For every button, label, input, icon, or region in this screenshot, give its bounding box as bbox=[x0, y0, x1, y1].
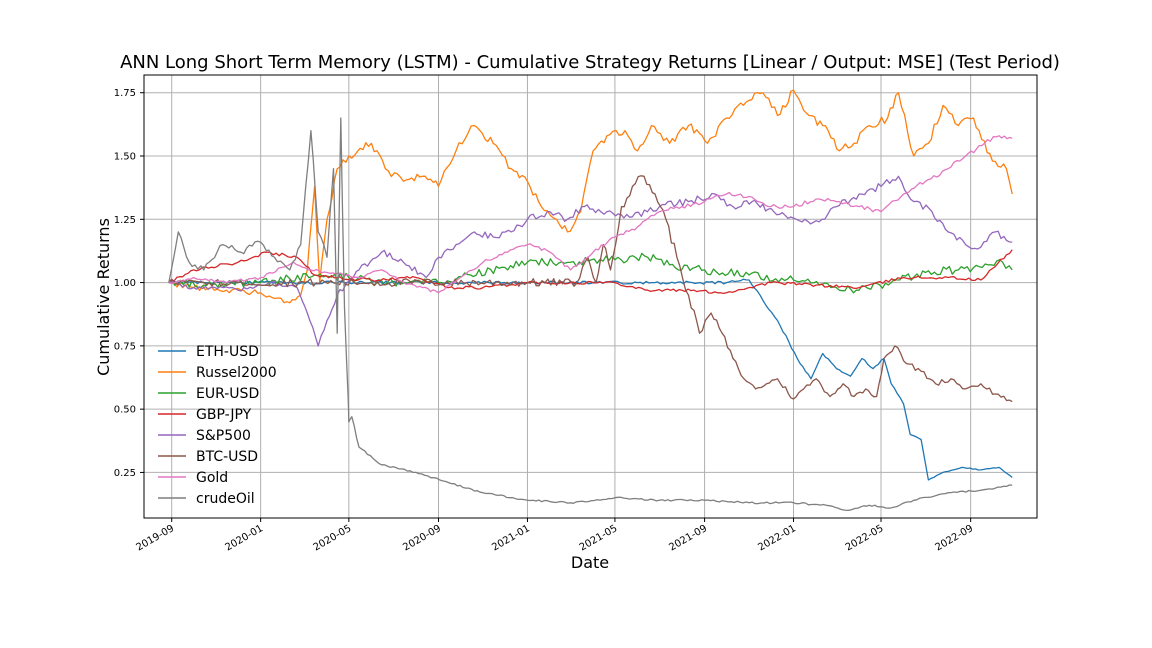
series-line-crudeoil bbox=[168, 117, 1013, 512]
legend-label: GBP-JPY bbox=[196, 407, 252, 423]
y-tick-label: 1.25 bbox=[114, 215, 136, 226]
grid-layer bbox=[144, 75, 1037, 518]
legend-label: S&P500 bbox=[196, 428, 251, 444]
y-tick-label: 1.75 bbox=[114, 88, 136, 99]
legend-label: ETH-USD bbox=[196, 344, 259, 360]
y-tick-label: 0.75 bbox=[114, 341, 136, 352]
y-tick-label: 1.50 bbox=[114, 152, 136, 163]
series-line-s-p500 bbox=[168, 175, 1013, 347]
legend-label: BTC-USD bbox=[196, 449, 258, 465]
y-tick-label: 1.00 bbox=[114, 278, 136, 289]
series-line-btc-usd bbox=[168, 175, 1013, 403]
chart-title: ANN Long Short Term Memory (LSTM) - Cumu… bbox=[120, 52, 1060, 73]
y-tick-label: 0.25 bbox=[114, 468, 136, 479]
y-tick-label: 0.50 bbox=[114, 405, 136, 416]
series-line-gold bbox=[168, 135, 1013, 294]
series-line-russel2000 bbox=[168, 89, 1013, 304]
x-axis-label: Date bbox=[571, 553, 609, 572]
legend-label: Russel2000 bbox=[196, 365, 277, 381]
series-layer bbox=[168, 89, 1013, 512]
legend: ETH-USD Russel2000 EUR-USD GBP-JPY S&P500 BTC… bbox=[158, 344, 277, 507]
legend-label: crudeOil bbox=[196, 491, 255, 507]
legend-label: EUR-USD bbox=[196, 386, 259, 402]
y-axis-label: Cumulative Returns bbox=[94, 218, 113, 376]
legend-label: Gold bbox=[196, 470, 228, 486]
plot-frame bbox=[143, 74, 1038, 519]
series-line-gbp-jpy bbox=[168, 249, 1013, 295]
